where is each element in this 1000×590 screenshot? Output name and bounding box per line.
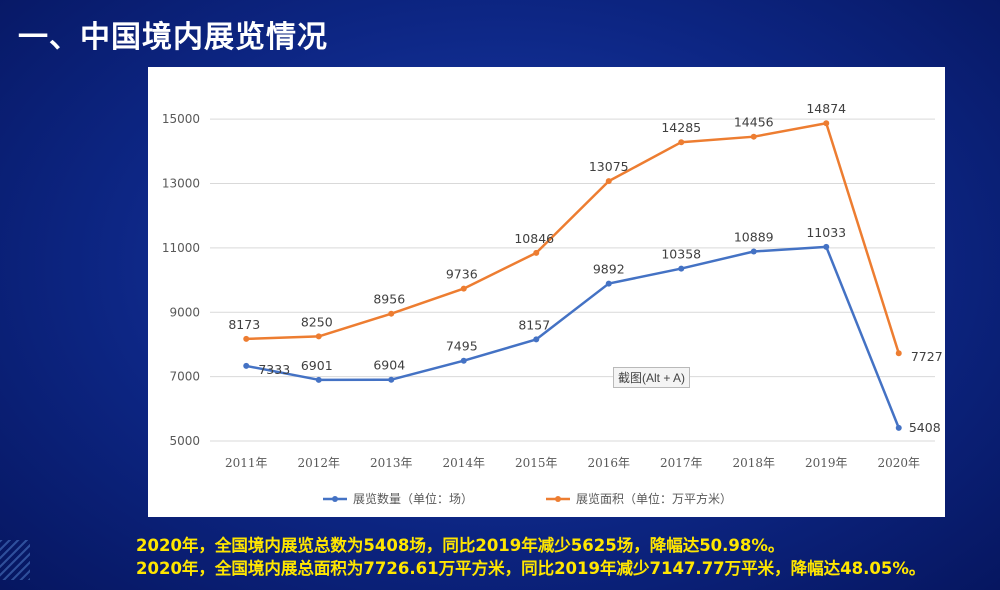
y-tick-label: 7000 (169, 370, 200, 384)
x-tick-label: 2020年 (877, 456, 920, 470)
data-point (678, 265, 685, 272)
line-chart: 5000 7000 9000 11000 13000 15000 2011年 2012年 201… (162, 101, 943, 506)
data-label: 14285 (661, 120, 701, 135)
x-tick-label: 2013年 (370, 456, 413, 470)
data-point (388, 376, 395, 383)
corner-decoration (0, 540, 30, 580)
data-label: 10358 (661, 247, 701, 262)
screenshot-tooltip: 截图(Alt + A) (613, 367, 691, 388)
legend-marker (555, 496, 561, 502)
y-tick-label: 13000 (162, 177, 200, 191)
data-label: 5408 (909, 420, 941, 435)
data-point (315, 333, 322, 340)
x-tick-label: 2011年 (225, 456, 268, 470)
data-point (243, 362, 250, 369)
data-label: 11033 (806, 225, 846, 240)
data-label: 10889 (734, 229, 774, 244)
y-tick-label: 11000 (162, 241, 200, 255)
data-label: 13075 (589, 159, 629, 174)
summary-line-count: 2020年，全国境内展览总数为5408场，同比2019年减少5625场，降幅达5… (136, 536, 785, 555)
data-point (823, 120, 830, 127)
legend-marker (332, 496, 338, 502)
data-point (243, 335, 250, 342)
data-label: 14456 (734, 115, 774, 130)
data-point (460, 357, 467, 364)
data-point (750, 248, 757, 255)
data-label: 7333 (258, 362, 290, 377)
data-point (605, 280, 612, 287)
x-tick-label: 2019年 (805, 456, 848, 470)
slide-title: 一、中国境内展览情况 (18, 20, 328, 55)
data-label: 8956 (373, 292, 405, 307)
data-label: 14874 (806, 101, 846, 116)
data-label: 7727 (911, 349, 943, 364)
y-tick-label: 9000 (169, 305, 200, 319)
data-point (388, 310, 395, 317)
series-line (246, 121, 900, 354)
x-tick-label: 2012年 (297, 456, 340, 470)
data-point (605, 178, 612, 185)
legend-label: 展览面积（单位：万平方米） (576, 491, 732, 506)
data-label: 6904 (373, 358, 405, 373)
data-label: 8157 (518, 317, 550, 332)
data-point (533, 249, 540, 256)
legend-label: 展览数量（单位：场） (353, 491, 473, 506)
data-point (533, 336, 540, 343)
y-tick-label: 15000 (162, 112, 200, 126)
data-label: 7495 (446, 339, 478, 354)
data-point (678, 139, 685, 146)
data-label: 9892 (593, 262, 625, 277)
data-label: 9736 (446, 267, 478, 282)
data-point (460, 285, 467, 292)
x-tick-label: 2018年 (732, 456, 775, 470)
data-label: 8250 (301, 314, 333, 329)
chart-panel: 5000 7000 9000 11000 13000 15000 2011年 2012年 201… (148, 67, 945, 517)
data-point (750, 133, 757, 140)
y-tick-label: 5000 (169, 434, 200, 448)
data-label: 10846 (514, 231, 554, 246)
data-point (315, 376, 322, 383)
x-tick-label: 2014年 (442, 456, 485, 470)
x-tick-label: 2015年 (515, 456, 558, 470)
x-tick-label: 2017年 (660, 456, 703, 470)
data-point (895, 424, 902, 431)
summary-line-area: 2020年，全国境内展总面积为7726.61万平方米，同比2019年减少7147… (136, 559, 926, 578)
data-label: 8173 (228, 317, 260, 332)
series-line (246, 245, 900, 429)
data-label: 6901 (301, 358, 333, 373)
data-point (895, 350, 902, 357)
x-tick-label: 2016年 (587, 456, 630, 470)
data-point (823, 243, 830, 250)
